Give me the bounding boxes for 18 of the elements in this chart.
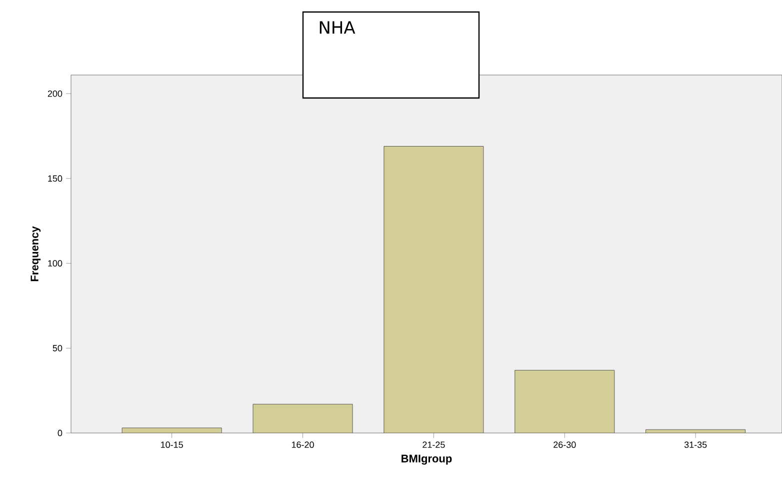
chart-title: NHA (320, 21, 356, 34)
x-tick-label: 10-15 (161, 442, 183, 448)
x-tick-label: 21-25 (422, 442, 445, 448)
y-tick-label: 200 (48, 90, 62, 97)
y-tick-label: 100 (48, 260, 62, 267)
bar (252, 404, 353, 433)
y-axis-title: Frequency (30, 226, 41, 282)
x-tick-label: 26-30 (554, 442, 576, 448)
bar (514, 370, 615, 433)
x-tick-label: 16-20 (292, 442, 314, 448)
bar (384, 146, 484, 433)
bar (646, 429, 746, 433)
y-tick-label: 0 (58, 430, 62, 436)
y-tick-label: 150 (48, 175, 62, 182)
x-axis-title: BMIgroup (402, 454, 452, 465)
y-tick-label: 50 (52, 344, 62, 352)
bar (122, 428, 222, 433)
x-tick-label: 31-35 (684, 442, 707, 448)
